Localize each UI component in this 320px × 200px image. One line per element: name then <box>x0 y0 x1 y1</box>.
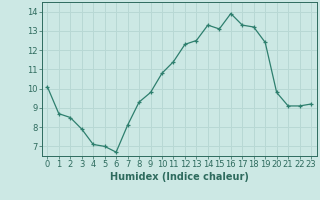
X-axis label: Humidex (Indice chaleur): Humidex (Indice chaleur) <box>110 172 249 182</box>
